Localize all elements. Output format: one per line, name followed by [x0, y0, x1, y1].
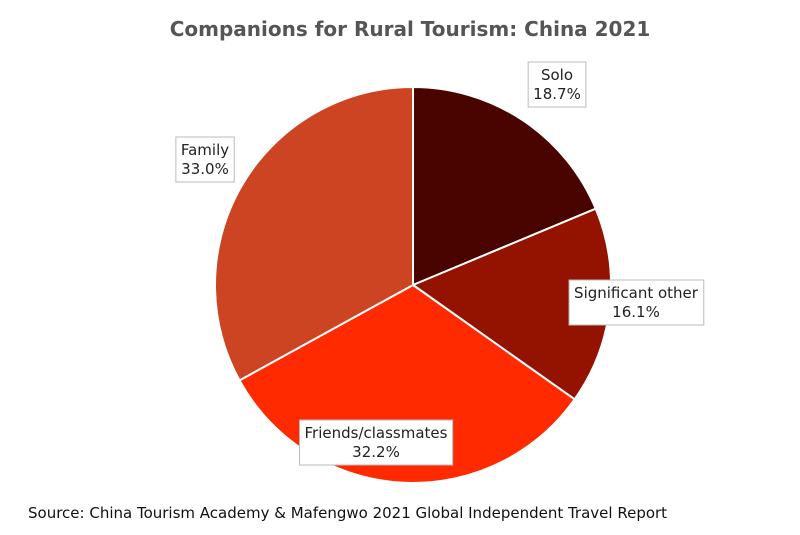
- label-value: 16.1%: [612, 303, 660, 321]
- pie-slice: [412, 85, 597, 287]
- label-category: Friends/classmates: [305, 424, 448, 442]
- label-value: 33.0%: [181, 160, 229, 178]
- label-category: Family: [181, 141, 229, 159]
- label-value: 18.7%: [533, 85, 581, 103]
- label-box: [568, 279, 705, 326]
- pie-slice: [214, 85, 414, 382]
- label-value: 32.2%: [352, 443, 400, 461]
- label-box: [175, 136, 235, 183]
- label-box: [527, 61, 587, 108]
- label-box: [299, 419, 454, 466]
- source-note: Source: China Tourism Academy & Mafengwo…: [28, 504, 667, 522]
- label-category: Significant other: [574, 284, 699, 302]
- label-category: Solo: [541, 66, 573, 84]
- chart-title: Companions for Rural Tourism: China 2021: [170, 17, 651, 41]
